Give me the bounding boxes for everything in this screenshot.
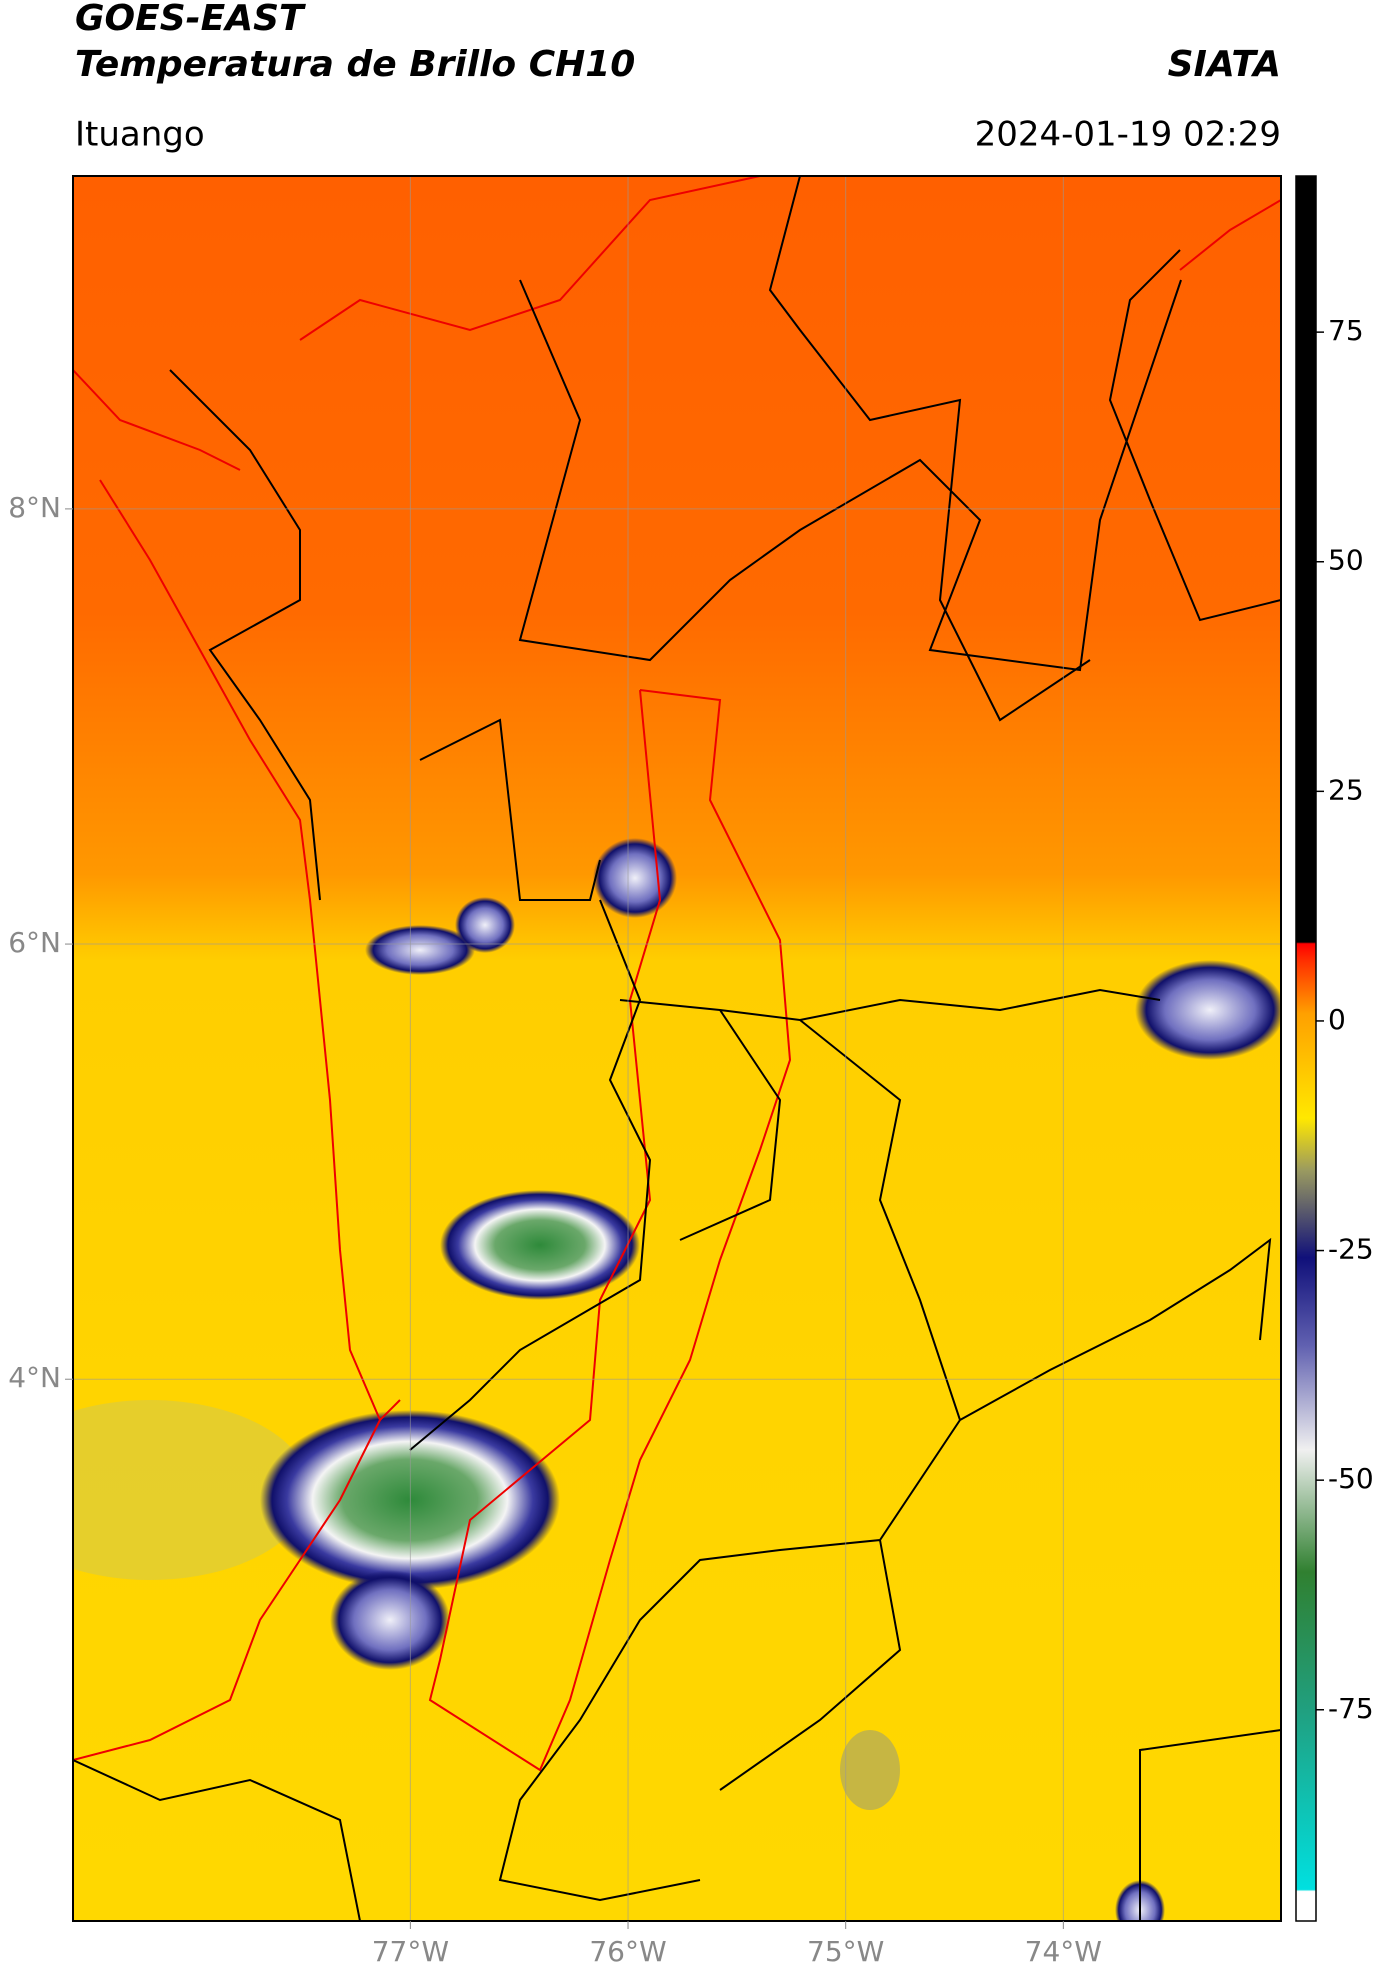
datetime: 2024-01-19 02:29 [975,115,1281,155]
x-tick-label: 76°W [589,1935,666,1968]
storm [330,1570,450,1670]
x-tick-label: 75°W [807,1935,884,1968]
y-tick-label: 4°N [8,1361,61,1394]
colorbar [1295,175,1317,1922]
haze [840,1730,900,1810]
location: Ituango [75,115,205,155]
colorbar-tick-label: -25 [1328,1233,1374,1266]
colorbar-tick-label: 25 [1328,773,1364,806]
x-tick-label: 74°W [1025,1935,1102,1968]
storm [1135,960,1281,1060]
subtitle: Temperatura de Brillo CH10 [75,44,635,85]
y-tick-label: 6°N [8,926,61,959]
map-background [73,176,1281,1921]
admin-border [73,176,1281,1921]
colorbar-tick-label: -50 [1328,1462,1374,1495]
map-frame [72,175,1282,1922]
storm [455,897,515,953]
title: GOES-EAST [75,0,306,39]
x-tick-label: 77°W [372,1935,449,1968]
y-tick-label: 8°N [8,491,61,524]
storm [440,1190,640,1300]
colorbar-tick-label: 0 [1328,1003,1346,1036]
colorbar-tick-label: 50 [1328,544,1364,577]
coastline [73,176,1281,1772]
colorbar-tick-label: -75 [1328,1692,1374,1725]
haze [73,1400,310,1580]
brand: SIATA [1168,44,1281,85]
colorbar-tick-label: 75 [1328,314,1364,347]
map [73,176,1281,1921]
storm [593,838,677,918]
storm [365,925,475,975]
